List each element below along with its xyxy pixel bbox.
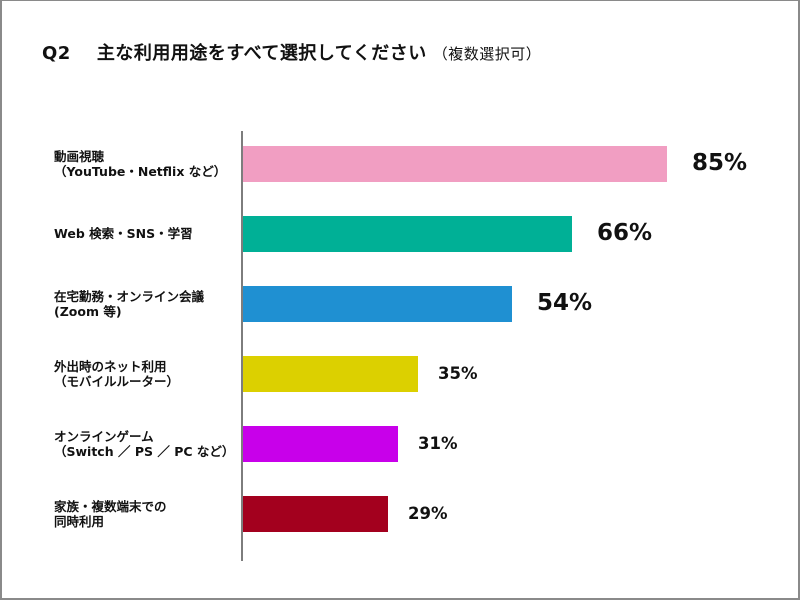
category-label: 在宅勤務・オンライン会議 (Zoom 等) (54, 289, 205, 319)
bar-row: 家族・複数端末での 同時利用 29% (2, 496, 800, 532)
chart-title: Q2 主な利用用途をすべて選択してください （複数選択可） (42, 39, 541, 65)
category-label: 家族・複数端末での 同時利用 (54, 499, 167, 529)
bar-row: 動画視聴 （YouTube・Netflix など） 85% (2, 146, 800, 182)
question-number: Q2 (42, 43, 71, 64)
value-label: 31% (418, 434, 458, 453)
bar-row: オンラインゲーム （Switch ／ PS ／ PC など） 31% (2, 426, 800, 462)
category-label: Web 検索・SNS・学習 (54, 226, 193, 241)
bar (243, 356, 418, 392)
category-label: 外出時のネット利用 （モバイルルーター） (54, 359, 180, 389)
value-label: 85% (692, 150, 748, 176)
question-text: 主な利用用途をすべて選択してください (96, 43, 427, 64)
value-label: 54% (537, 290, 593, 316)
y-axis-line (241, 131, 243, 561)
bar (243, 286, 512, 322)
question-note: （複数選択可） (432, 45, 542, 63)
bar-row: 外出時のネット利用 （モバイルルーター） 35% (2, 356, 800, 392)
value-label: 29% (408, 504, 448, 523)
bar (243, 426, 398, 462)
bar (243, 146, 667, 182)
bar-row: Web 検索・SNS・学習 66% (2, 216, 800, 252)
category-label: 動画視聴 （YouTube・Netflix など） (54, 149, 227, 179)
bar (243, 216, 572, 252)
category-label: オンラインゲーム （Switch ／ PS ／ PC など） (54, 429, 235, 459)
value-label: 35% (438, 364, 478, 383)
bar-row: 在宅勤務・オンライン会議 (Zoom 等) 54% (2, 286, 800, 322)
bar (243, 496, 388, 532)
value-label: 66% (597, 220, 653, 246)
